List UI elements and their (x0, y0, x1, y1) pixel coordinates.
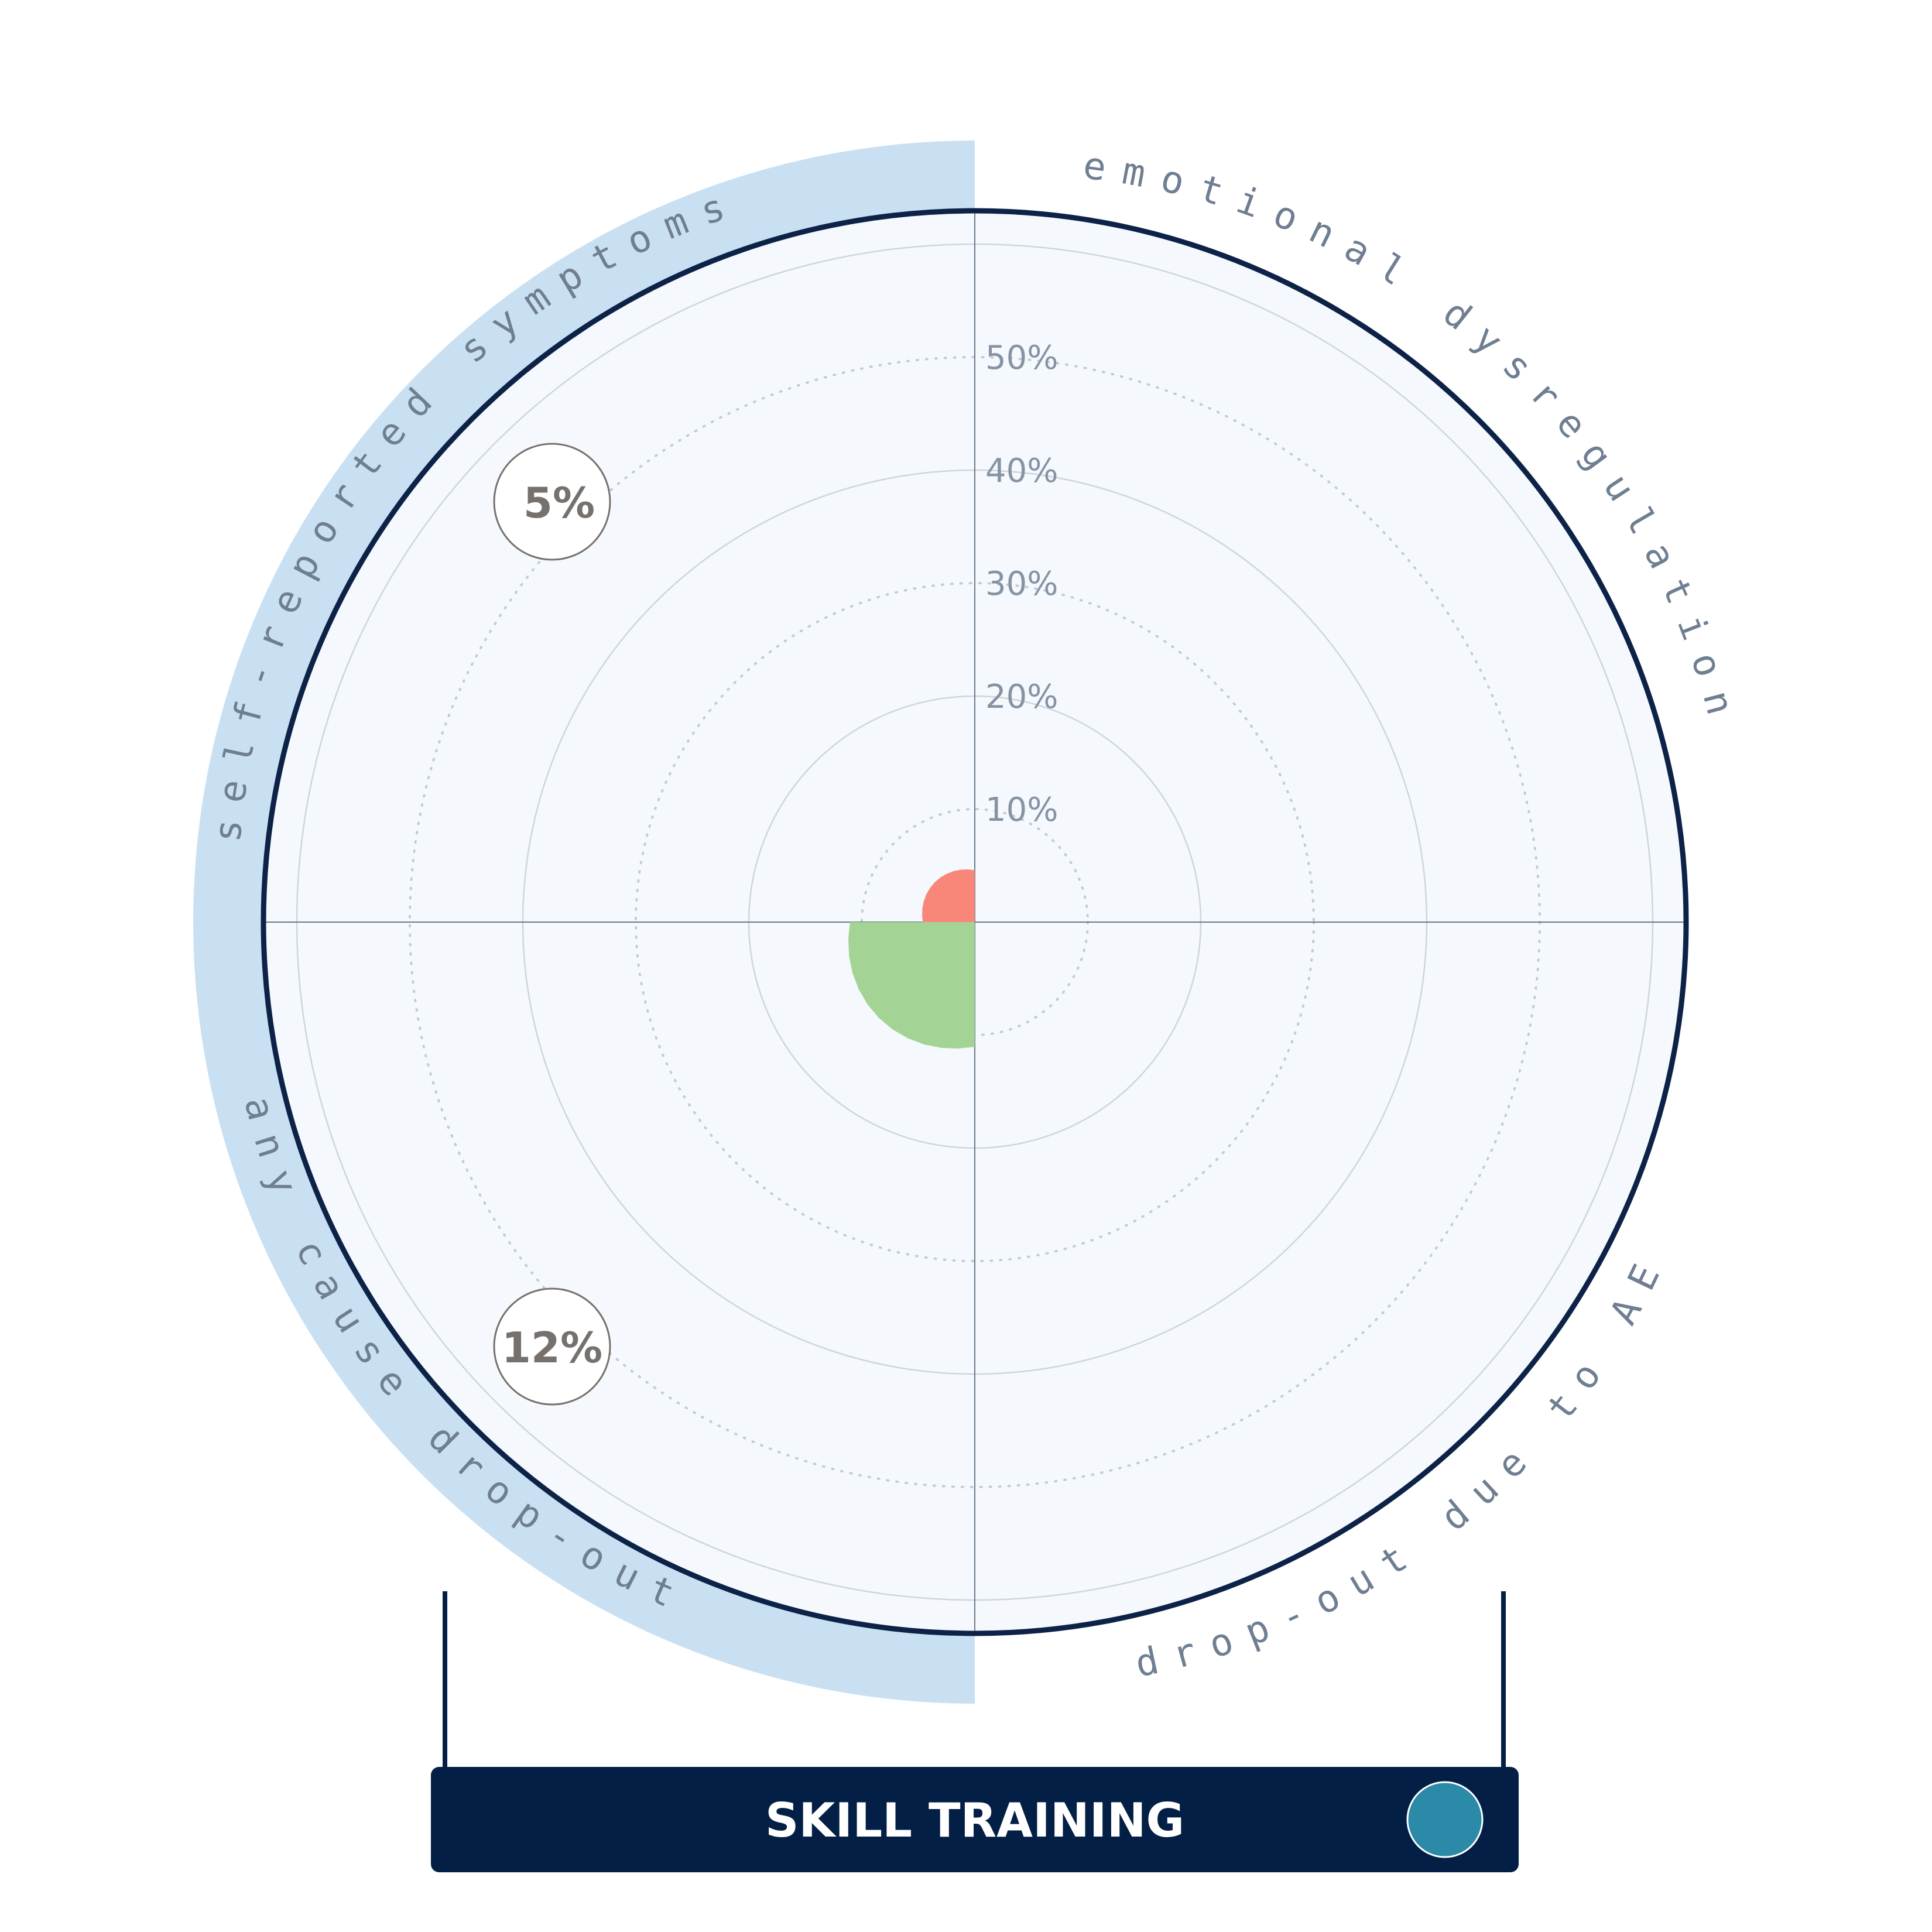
tick-label-20pct: 20% (985, 678, 1058, 716)
badge-text-any-cause-drop-out: 12% (502, 1323, 602, 1372)
value-badge-self-reported-symptoms: 5% (493, 443, 611, 561)
radial-tick-labels: 10% 20% 30% 40% 50% (985, 339, 1058, 829)
badge-text-self-reported-symptoms: 5% (523, 478, 595, 527)
tick-label-50pct: 50% (985, 339, 1058, 377)
tick-label-10pct: 10% (985, 791, 1058, 829)
tick-label-40pct: 40% (985, 452, 1058, 490)
outer-ring (261, 208, 1689, 1636)
chart-title: SKILL TRAINING (765, 1793, 1184, 1848)
banner-background (431, 1767, 1519, 1872)
banner-dot-icon (1406, 1781, 1484, 1858)
title-banner: SKILL TRAINING (431, 1591, 1519, 1872)
tick-label-30pct: 30% (985, 565, 1058, 603)
bar-any-cause-drop-out (848, 922, 975, 1049)
bar-self-reported-symptoms (922, 869, 975, 922)
value-badge-any-cause-drop-out: 12% (493, 1287, 611, 1406)
data-bars (848, 869, 975, 1049)
